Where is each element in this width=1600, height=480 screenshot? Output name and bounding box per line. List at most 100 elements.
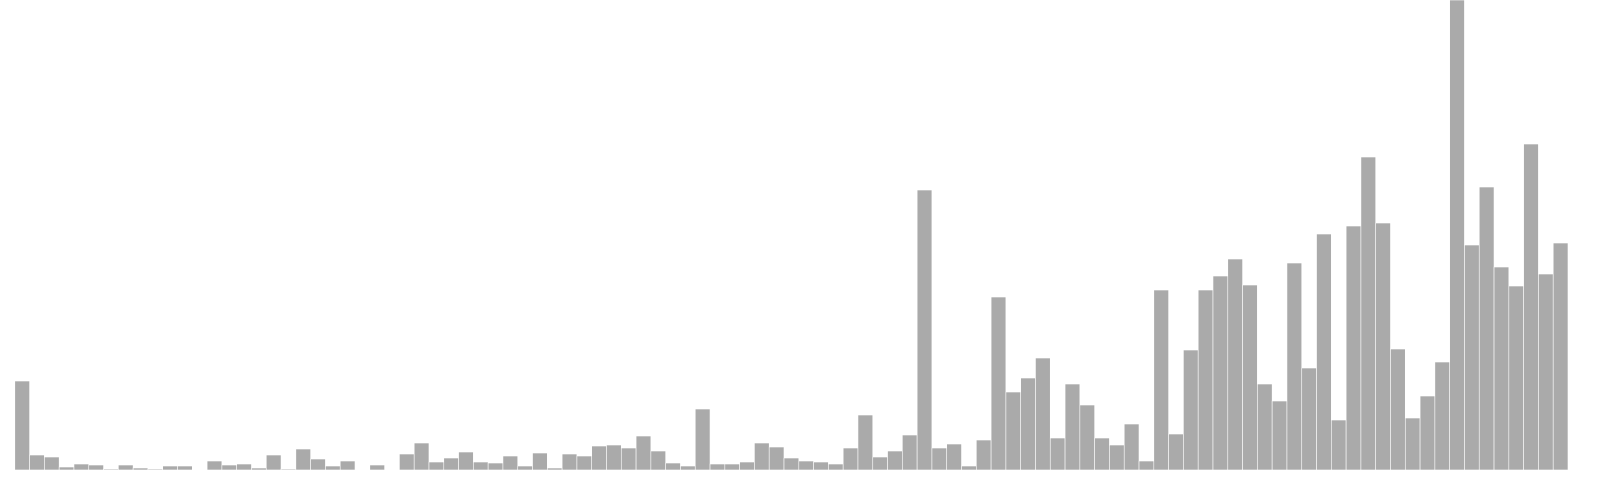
bar (1464, 244, 1480, 471)
bar (1449, 0, 1465, 471)
bar (1197, 289, 1214, 471)
bar (1345, 225, 1362, 471)
bar (88, 464, 104, 471)
bar (650, 450, 666, 471)
bar (502, 455, 519, 471)
bar (1153, 289, 1169, 471)
bar (236, 463, 252, 471)
bar (1227, 258, 1243, 471)
bar (1552, 242, 1569, 471)
bar (1035, 357, 1051, 471)
bar (1523, 143, 1539, 471)
bar (251, 467, 267, 471)
bar (635, 435, 652, 471)
bar (458, 451, 474, 471)
bar (916, 189, 933, 471)
bar (428, 461, 445, 471)
bar (1508, 285, 1524, 471)
bar (14, 380, 30, 471)
bar (1286, 262, 1303, 471)
bar (295, 448, 311, 471)
bar (1419, 395, 1436, 471)
bar (221, 464, 237, 471)
bar (976, 439, 992, 471)
bar (103, 468, 119, 471)
bar (44, 456, 60, 471)
bar (1064, 383, 1081, 471)
bar (1257, 383, 1273, 471)
bar (1331, 419, 1347, 471)
bar (842, 447, 859, 471)
bar (206, 460, 223, 471)
bar (1538, 273, 1554, 471)
bar (828, 463, 844, 471)
bar (709, 463, 726, 471)
bar (547, 467, 563, 471)
bar (1242, 284, 1258, 471)
bar (946, 443, 962, 471)
bar (517, 465, 533, 471)
bar (413, 442, 430, 471)
bar (813, 461, 829, 471)
bar (1168, 433, 1184, 471)
bar (1301, 367, 1317, 471)
bar (487, 462, 504, 471)
bar (1005, 391, 1021, 471)
bar (990, 296, 1007, 471)
bar (620, 447, 637, 471)
bar (310, 458, 326, 471)
bar (1390, 348, 1406, 471)
bar (680, 465, 696, 471)
bar (606, 444, 622, 471)
bar (280, 468, 297, 471)
bar (665, 462, 681, 471)
bar (591, 445, 607, 471)
bar (768, 446, 785, 471)
bar (1020, 377, 1036, 471)
bar (1493, 266, 1510, 471)
bar (1138, 460, 1155, 471)
bar (265, 454, 282, 471)
bar (1109, 444, 1125, 471)
bar (443, 457, 459, 471)
bar (931, 447, 948, 471)
bar (1478, 186, 1495, 471)
bar (798, 460, 814, 471)
bar (473, 461, 489, 471)
bar (132, 467, 149, 471)
bar (162, 465, 178, 471)
bar (754, 442, 770, 471)
bar (325, 465, 341, 471)
bar (1360, 156, 1376, 471)
bar (73, 463, 90, 471)
bar (872, 456, 888, 471)
bar (339, 460, 356, 471)
bar (1271, 400, 1288, 471)
bar (561, 453, 578, 471)
bar (58, 466, 75, 471)
bar (1123, 423, 1140, 471)
bar (1404, 417, 1421, 471)
bar (694, 408, 711, 471)
bar (147, 468, 164, 471)
bar (399, 453, 415, 471)
bar (887, 450, 903, 471)
bar (902, 434, 918, 471)
bar (118, 464, 134, 471)
bar (1049, 437, 1066, 471)
bar (1375, 222, 1391, 471)
bar (1094, 437, 1110, 471)
bar (724, 463, 740, 471)
bar (857, 414, 874, 471)
bar (576, 455, 592, 471)
bar (1316, 233, 1332, 471)
bar (1434, 361, 1450, 471)
bar (1079, 404, 1095, 471)
bar (1212, 275, 1229, 471)
bar (739, 461, 755, 471)
bar (1183, 349, 1199, 471)
bar (961, 465, 977, 471)
bar (177, 465, 193, 471)
